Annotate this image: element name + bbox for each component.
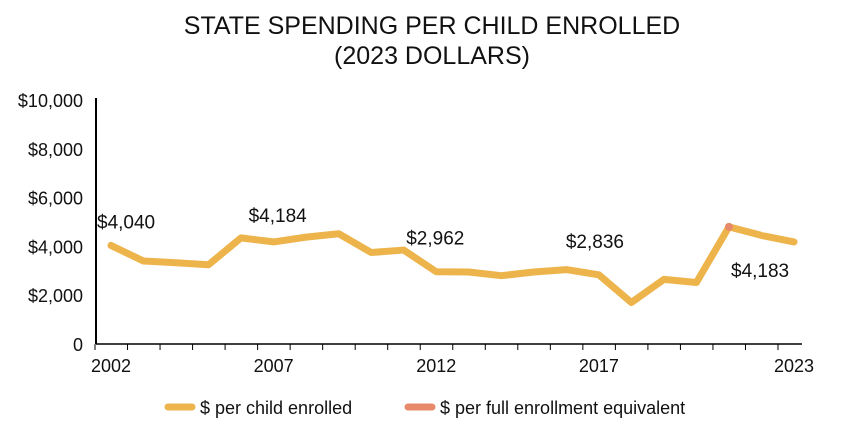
series-line-0 [107, 223, 798, 307]
x-tick-label: 2007 [254, 356, 294, 376]
x-tick-label: 2012 [416, 356, 456, 376]
data-label: $2,836 [566, 232, 624, 253]
legend-label: $ per full enrollment equivalent [440, 398, 685, 418]
y-tick-label: $8,000 [28, 140, 83, 160]
chart-title-line1: STATE SPENDING PER CHILD ENROLLED [184, 12, 680, 40]
data-label: $4,183 [731, 261, 789, 282]
x-tick-label: 2002 [91, 356, 131, 376]
y-tick-label: 0 [73, 335, 83, 355]
x-tick-label: 2023 [774, 356, 814, 376]
chart-title-line2: (2023 DOLLARS) [334, 42, 530, 70]
y-tick-label: $2,000 [28, 286, 83, 306]
legend-label: $ per child enrolled [200, 398, 352, 418]
y-tick-label: $4,000 [28, 237, 83, 257]
data-label: $4,040 [97, 212, 155, 233]
y-tick-label: $6,000 [28, 189, 83, 209]
data-label: $4,184 [249, 206, 308, 227]
x-tick-label: 2017 [579, 356, 619, 376]
y-tick-label: $10,000 [18, 91, 83, 111]
series-point-1 [724, 222, 733, 231]
data-label: $2,962 [406, 229, 464, 250]
